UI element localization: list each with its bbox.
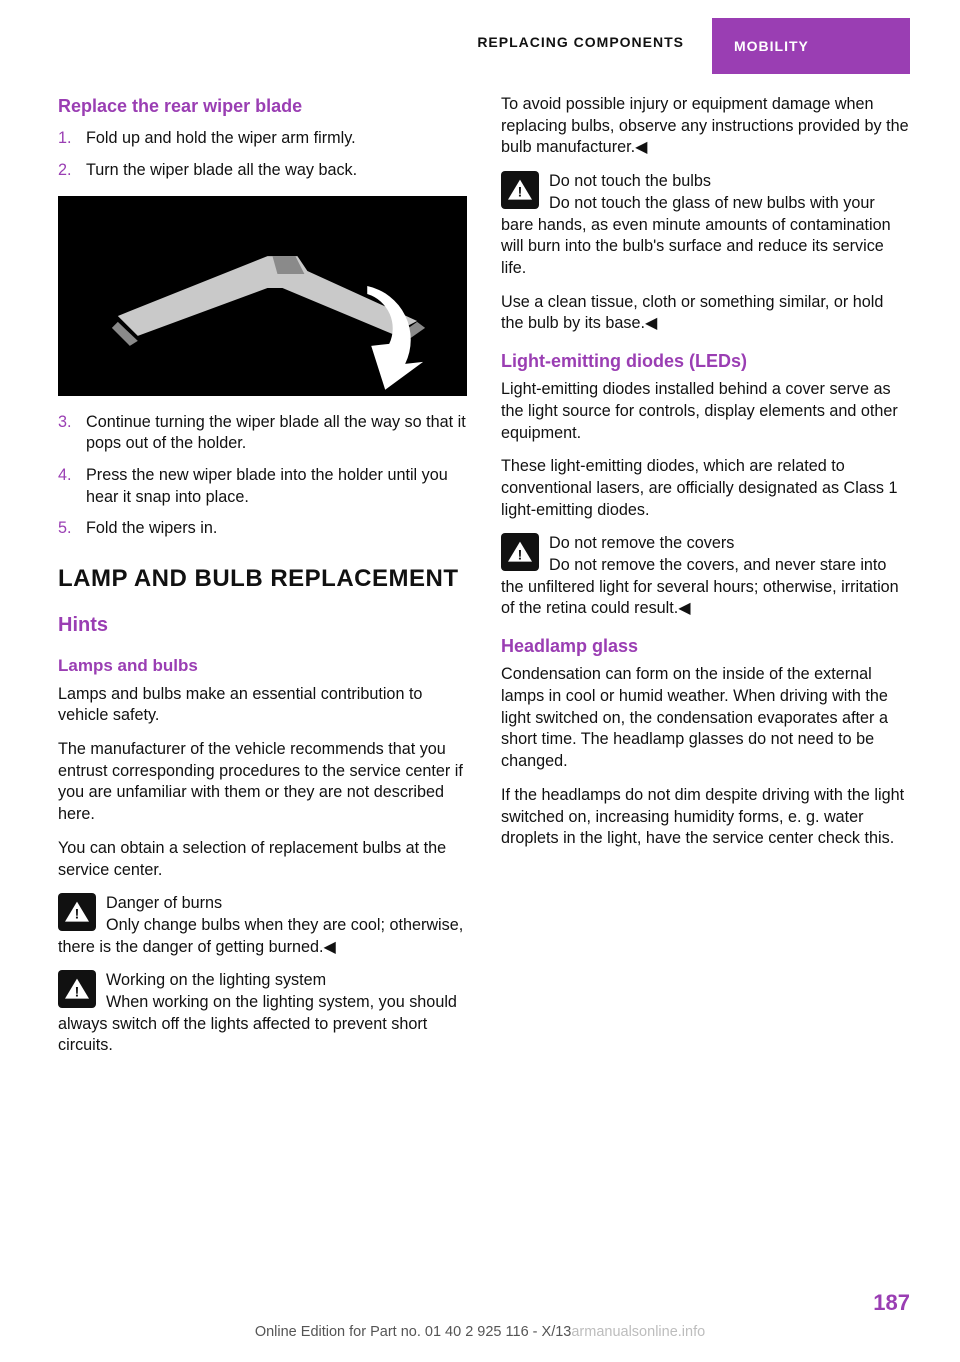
step-number: 5. [58, 518, 86, 540]
step-text: Fold the wipers in. [86, 518, 217, 540]
paragraph: If the headlamps do not dim despite driv… [501, 785, 910, 850]
warning-icon [501, 533, 539, 571]
header-category-text: MOBILITY [734, 38, 809, 54]
step-text: Press the new wiper blade into the holde… [86, 465, 467, 508]
paragraph: To avoid possible injury or equipment da… [501, 94, 910, 159]
list-item: 4.Press the new wiper blade into the hol… [58, 465, 467, 508]
heading-hints: Hints [58, 612, 467, 639]
footer-edition-text: Online Edition for Part no. 01 40 2 925 … [255, 1324, 572, 1340]
step-text: Continue turning the wiper blade all the… [86, 412, 467, 455]
warning-title: Do not touch the bulbs [549, 172, 711, 190]
heading-lamp-replacement: LAMP AND BULB REPLACE­MENT [58, 564, 467, 594]
warning-body: Do not remove the covers, and never star… [501, 556, 899, 617]
step-number: 3. [58, 412, 86, 455]
paragraph: These light-emitting diodes, which are r… [501, 456, 910, 521]
paragraph: You can obtain a selection of replacemen… [58, 838, 467, 881]
warning-lighting-system: Working on the lighting system When work… [58, 970, 467, 1057]
wiper-illustration [58, 196, 467, 396]
list-item: 3.Continue turning the wiper blade all t… [58, 412, 467, 455]
left-column: Replace the rear wiper blade 1.Fold up a… [58, 94, 467, 1069]
warning-no-remove-covers: Do not remove the covers Do not remove t… [501, 533, 910, 620]
step-number: 1. [58, 128, 86, 150]
header-category-tab: MOBILITY [712, 18, 910, 74]
page-body: Replace the rear wiper blade 1.Fold up a… [58, 94, 910, 1069]
paragraph: The manufacturer of the vehicle recommen… [58, 739, 467, 826]
footer-watermark: armanualsonline.info [571, 1324, 705, 1340]
page-number: 187 [873, 1290, 910, 1316]
warning-icon [58, 970, 96, 1008]
footer: Online Edition for Part no. 01 40 2 925 … [0, 1324, 960, 1340]
subheading-lamps-bulbs: Lamps and bulbs [58, 655, 467, 678]
subheading-leds: Light-emitting diodes (LEDs) [501, 349, 910, 373]
warning-title: Do not remove the covers [549, 534, 734, 552]
list-item: 1.Fold up and hold the wiper arm firmly. [58, 128, 467, 150]
warning-body: Do not touch the glass of new bulbs with… [501, 194, 891, 277]
step-number: 4. [58, 465, 86, 508]
header-section-label: REPLACING COMPONENTS [477, 18, 712, 50]
right-column: To avoid possible injury or equipment da… [501, 94, 910, 1069]
subheading-headlamp-glass: Headlamp glass [501, 634, 910, 658]
paragraph: Light-emitting diodes installed behind a… [501, 379, 910, 444]
list-item: 5.Fold the wipers in. [58, 518, 467, 540]
step-text: Turn the wiper blade all the way back. [86, 160, 357, 182]
warning-no-touch-bulbs: Do not touch the bulbs Do not touch the … [501, 171, 910, 280]
step-text: Fold up and hold the wiper arm firmly. [86, 128, 356, 150]
paragraph: Use a clean tissue, cloth or something s… [501, 292, 910, 335]
warning-icon [501, 171, 539, 209]
list-item: 2.Turn the wiper blade all the way back. [58, 160, 467, 182]
step-number: 2. [58, 160, 86, 182]
warning-burns: Danger of burns Only change bulbs when t… [58, 893, 467, 958]
paragraph: Lamps and bulbs make an essential contri… [58, 684, 467, 727]
warning-icon [58, 893, 96, 931]
warning-title: Danger of burns [106, 894, 222, 912]
page-header: REPLACING COMPONENTS MOBILITY [0, 18, 960, 74]
warning-body: When working on the lighting system, you… [58, 993, 457, 1054]
paragraph: Condensation can form on the inside of t… [501, 664, 910, 773]
wiper-svg [58, 196, 467, 396]
warning-title: Working on the lighting system [106, 971, 326, 989]
steps-after-image: 3.Continue turning the wiper blade all t… [58, 412, 467, 541]
warning-body: Only change bulbs when they are cool; ot… [58, 916, 463, 956]
steps-before-image: 1.Fold up and hold the wiper arm firmly.… [58, 128, 467, 181]
heading-replace-wiper: Replace the rear wiper blade [58, 94, 467, 118]
